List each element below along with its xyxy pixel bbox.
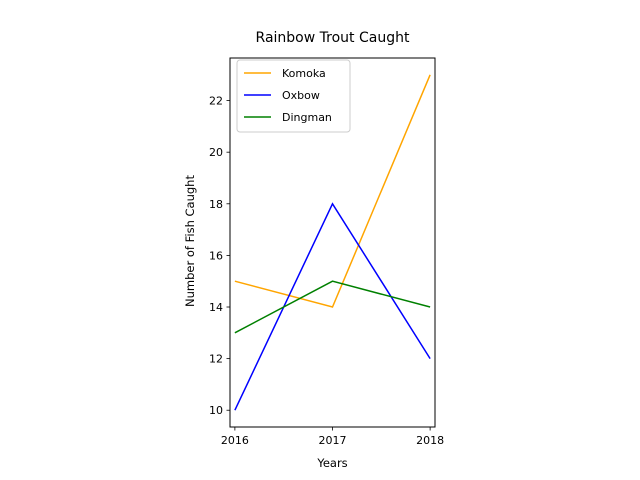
y-tick-label: 12 [209,353,223,366]
legend-label-dingman: Dingman [282,111,332,124]
legend-label-komoka: Komoka [282,67,326,80]
chart-title: Rainbow Trout Caught [256,30,410,46]
x-axis-label: Years [316,456,347,470]
axis-ticks: 2016 2017 2018 10 12 14 16 18 20 22 [209,95,444,447]
series-line-komoka [234,74,431,308]
legend-label-oxbow: Oxbow [282,89,320,102]
y-tick-label: 18 [209,198,223,211]
y-axis-label: Number of Fish Caught [183,175,197,307]
y-tick-label: 22 [209,95,223,108]
series-lines [234,74,431,411]
x-tick-label: 2018 [416,434,444,447]
series-line-oxbow [234,202,431,411]
x-tick-label: 2016 [221,434,249,447]
legend-frame [236,59,351,133]
x-tick-label: 2017 [319,434,347,447]
y-tick-label: 20 [209,146,223,159]
series-line-dingman [234,280,431,334]
y-tick-label: 16 [209,249,223,262]
y-tick-label: 14 [209,301,223,314]
legend: Komoka Oxbow Dingman [236,59,351,133]
y-tick-label: 10 [209,404,223,417]
